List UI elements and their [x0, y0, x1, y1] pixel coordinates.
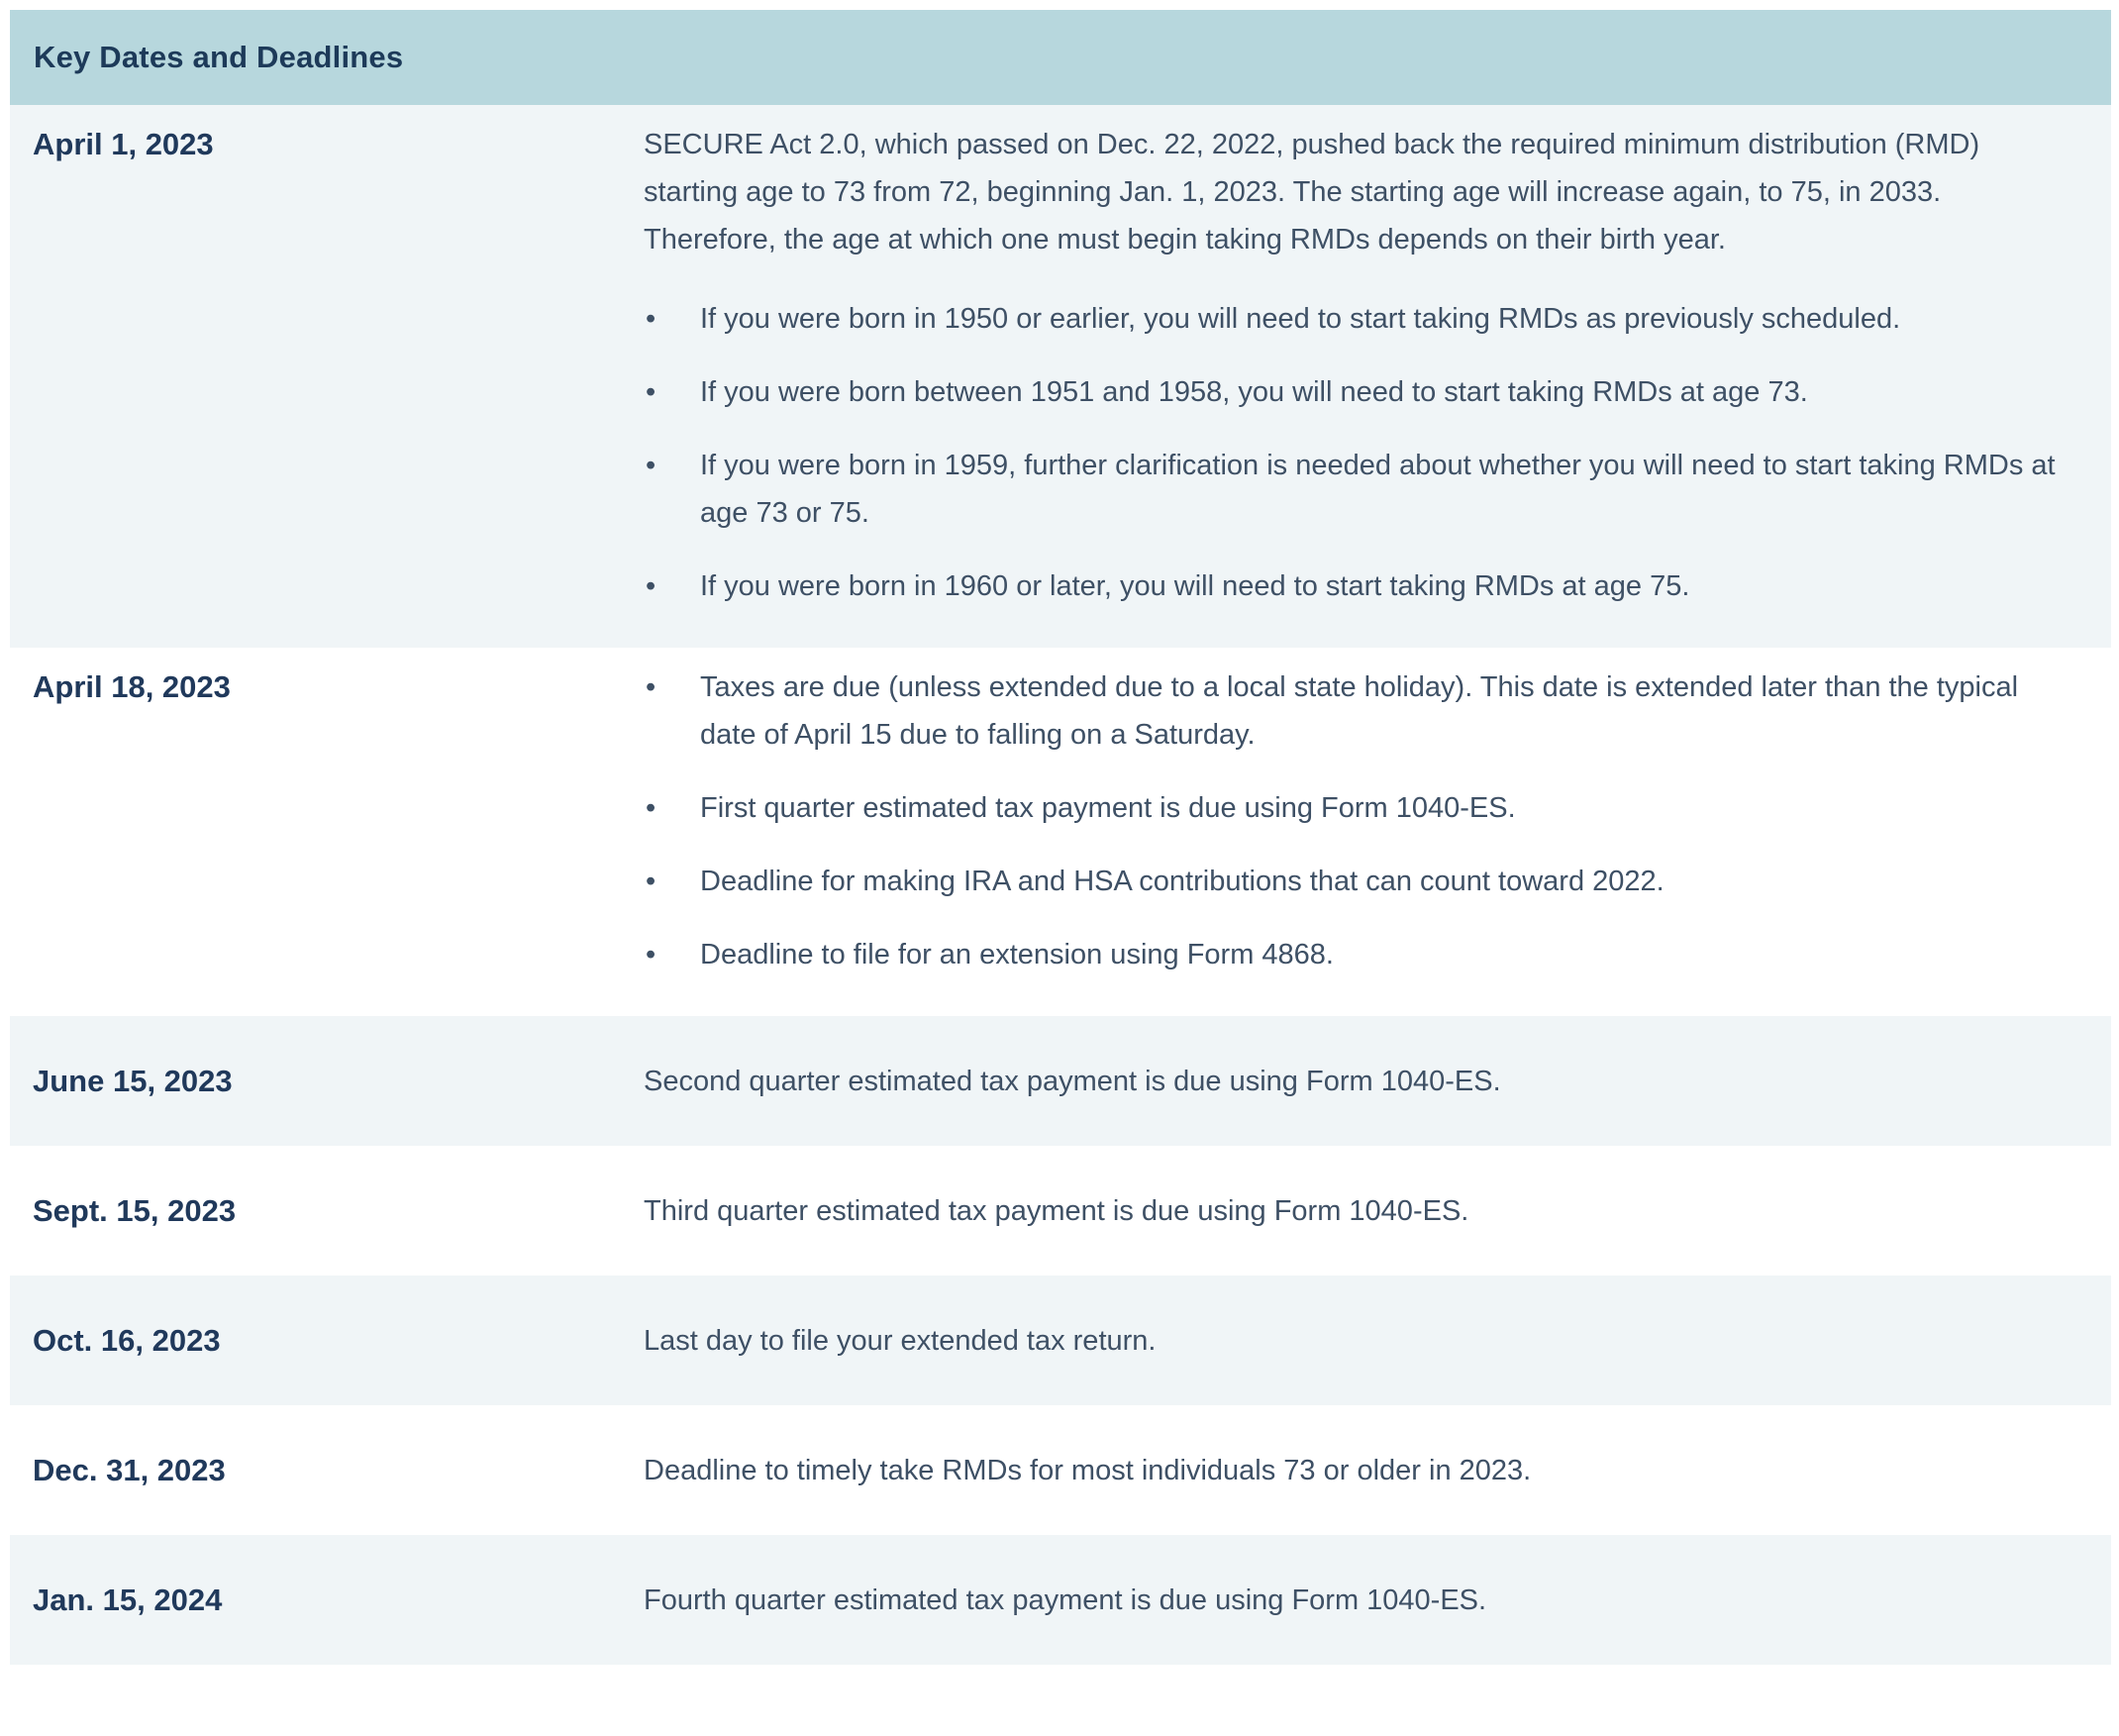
row-date: Dec. 31, 2023 — [33, 1453, 226, 1487]
description-paragraph: Fourth quarter estimated tax payment is … — [644, 1583, 1487, 1616]
description-paragraph: Last day to file your extended tax retur… — [644, 1324, 1157, 1357]
table-row: April 18, 2023 • Taxes are due (unless ext… — [10, 648, 2111, 1016]
bullet-item: • Deadline for making IRA and HSA contrib… — [644, 858, 2067, 905]
bullet-icon: • — [646, 671, 656, 703]
row-description: • Taxes are due (unless extended due to a… — [644, 648, 2111, 1016]
bullet-text: Deadline for making IRA and HSA contribu… — [700, 866, 1665, 897]
row-date: April 18, 2023 — [33, 669, 231, 704]
bullet-text: If you were born in 1960 or later, you w… — [700, 570, 1690, 602]
row-date: Oct. 16, 2023 — [33, 1323, 221, 1358]
bullet-item: • First quarter estimated tax payment is … — [644, 784, 2067, 832]
bullet-list: • If you were born in 1950 or earlier, yo… — [644, 295, 2067, 610]
bullet-text: Deadline to file for an extension using … — [700, 939, 1334, 970]
description-paragraph: SECURE Act 2.0, which passed on Dec. 22,… — [644, 129, 1980, 255]
row-description: Last day to file your extended tax retur… — [644, 1317, 2111, 1365]
bullet-icon: • — [646, 303, 656, 335]
row-date: Sept. 15, 2023 — [33, 1193, 237, 1228]
table-title: Key Dates and Deadlines — [34, 40, 404, 74]
bullet-item: • If you were born in 1959, further clari… — [644, 442, 2067, 537]
bullet-item: • If you were born in 1950 or earlier, yo… — [644, 295, 2067, 343]
row-description: Second quarter estimated tax payment is … — [644, 1058, 2111, 1105]
row-date: Jan. 15, 2024 — [33, 1583, 223, 1617]
bullet-text: First quarter estimated tax payment is d… — [700, 792, 1516, 824]
bullet-item: • Deadline to file for an extension using… — [644, 931, 2067, 978]
key-dates-table: Key Dates and Deadlines April 1, 2023 SEC… — [10, 10, 2111, 1665]
row-description: Fourth quarter estimated tax payment is … — [644, 1577, 2111, 1624]
bullet-item: • If you were born between 1951 and 1958,… — [644, 368, 2067, 416]
bullet-icon: • — [646, 866, 656, 897]
description-paragraph: Deadline to timely take RMDs for most in… — [644, 1454, 1532, 1486]
table-row: Sept. 15, 2023 Third quarter estimated ta… — [10, 1146, 2111, 1276]
row-date: April 1, 2023 — [33, 127, 214, 161]
table-body: April 1, 2023 SECURE Act 2.0, which passe… — [10, 105, 2111, 1665]
bullet-text: If you were born between 1951 and 1958, … — [700, 376, 1808, 408]
table-row: Oct. 16, 2023 Last day to file your exten… — [10, 1276, 2111, 1405]
table-row: Jan. 15, 2024 Fourth quarter estimated ta… — [10, 1535, 2111, 1665]
table-header: Key Dates and Deadlines — [10, 10, 2111, 105]
bullet-text: If you were born in 1950 or earlier, you… — [700, 303, 1901, 335]
bullet-icon: • — [646, 450, 656, 481]
bullet-icon: • — [646, 939, 656, 970]
row-description: Deadline to timely take RMDs for most in… — [644, 1447, 2111, 1494]
bullet-icon: • — [646, 570, 656, 602]
description-paragraph: Third quarter estimated tax payment is d… — [644, 1194, 1469, 1227]
bullet-item: • If you were born in 1960 or later, you … — [644, 562, 2067, 610]
bullet-icon: • — [646, 376, 656, 408]
bullet-item: • Taxes are due (unless extended due to a… — [644, 664, 2067, 759]
bullet-icon: • — [646, 792, 656, 824]
bullet-list: • Taxes are due (unless extended due to a… — [644, 664, 2067, 978]
row-date: June 15, 2023 — [33, 1064, 233, 1098]
row-description: SECURE Act 2.0, which passed on Dec. 22,… — [644, 105, 2111, 648]
bullet-text: Taxes are due (unless extended due to a … — [700, 671, 2019, 751]
table-row: June 15, 2023 Second quarter estimated ta… — [10, 1016, 2111, 1146]
table-row: April 1, 2023 SECURE Act 2.0, which passe… — [10, 105, 2111, 648]
row-description: Third quarter estimated tax payment is d… — [644, 1187, 2111, 1235]
table-row: Dec. 31, 2023 Deadline to timely take RMD… — [10, 1405, 2111, 1535]
bullet-text: If you were born in 1959, further clarif… — [700, 450, 2056, 529]
description-paragraph: Second quarter estimated tax payment is … — [644, 1065, 1501, 1097]
